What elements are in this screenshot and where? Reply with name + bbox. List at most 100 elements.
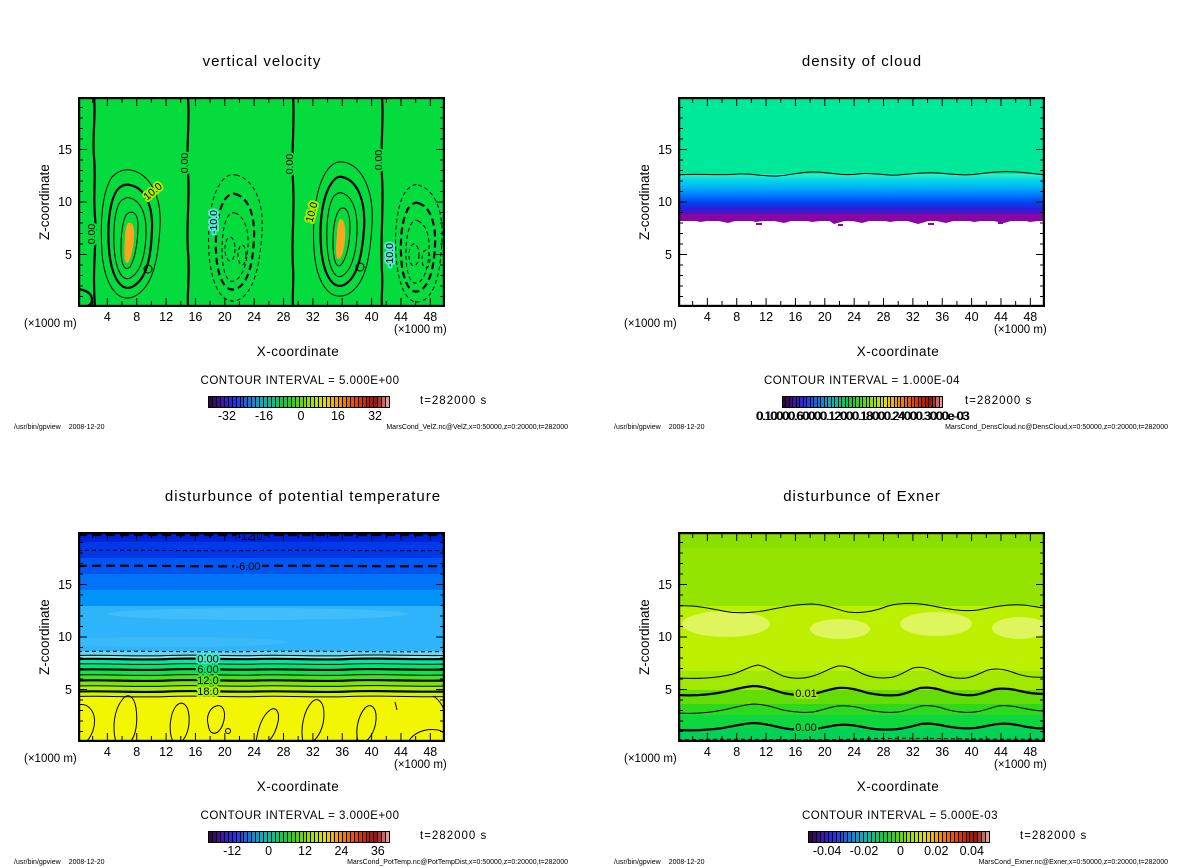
colorbar-cell [954,832,959,842]
contour-label: 0.00 [284,154,296,175]
x-tick-label: 36 [335,745,350,759]
x-axis-ticks: 4 8 12 16 20 24 28 32 36 40 44 48 [678,745,1045,759]
colorbar-tick-label: -12 [223,844,242,858]
plot-area: 0.01 0.00 [678,532,1045,742]
x-axis-unit: (×1000 m) [994,324,1047,336]
contour-label: -12.0 [237,532,262,543]
colorbar-cell [903,832,908,842]
x-tick-label: 4 [703,745,711,759]
x-tick-label: 48 [423,310,438,324]
colorbar-cell [938,832,943,842]
colorbar-cell [915,832,920,842]
time-label: t=282000 s [420,830,488,842]
colorbar-cell [812,832,817,842]
axis-frame [678,532,1045,742]
colorbar-cell [859,397,864,407]
colorbar-cell [942,832,947,842]
colorbar-cell [810,397,815,407]
y-tick-label: 10 [658,195,672,209]
colorbar-cell [986,832,990,842]
source-annotation: MarsCond_DensCloud.nc@DensCloud,x=0:5000… [945,424,1168,431]
colorbar-cell [295,832,300,842]
x-axis-unit: (×1000 m) [394,324,447,336]
colorbar-cell [978,832,983,842]
colorbar-cell [354,397,359,407]
x-tick-label: 40 [364,310,379,324]
colorbar-cell [260,832,265,842]
contour-label: -6.00 [235,561,260,573]
colorbar-cell [946,832,951,842]
colorbar-cell [950,832,955,842]
colorbar-cell [873,397,878,407]
source-annotation: MarsCond_PotTemp.nc@PotTempDist,x=0:5000… [347,859,568,866]
x-tick-label: 20 [817,745,832,759]
colorbar-cell [793,397,797,407]
colorbar-cell [346,832,351,842]
colorbar-ticks: -0.04 -0.02 0 0.02 0.04 [808,844,990,859]
colorbar-cell [922,397,926,407]
colorbar-cell [852,832,857,842]
colorbar-cell [350,397,355,407]
colorbar-cell [272,832,276,842]
colorbar-cell [220,397,225,407]
axis-frame [78,97,445,307]
colorbar-cell [224,397,229,407]
colorbar-cell [800,397,804,407]
x-tick-label: 8 [133,310,141,324]
x-axis-label: X-coordinate [856,779,940,794]
x-tick-label: 20 [217,310,232,324]
x-tick-label: 28 [276,745,291,759]
colorbar-cell [327,397,332,407]
colorbar-cell [370,832,375,842]
x-tick-label: 4 [103,745,111,759]
colorbar-cell [315,397,320,407]
colorbar-cell [919,832,924,842]
contour-label: 6.00 [197,664,218,676]
colorbar-cell [232,832,237,842]
x-tick-label: 32 [305,310,320,324]
y-tick-label: 5 [65,247,72,262]
y-axis-unit: (×1000 m) [24,753,77,765]
colorbar-cell [311,832,316,842]
colorbar-cell [931,832,935,842]
colorbar-cell [252,832,257,842]
colorbar-cell [820,832,825,842]
colorbar-ticks: -12 0 12 24 36 [208,844,390,859]
colorbar-cell [311,397,316,407]
colorbar-cell [350,832,355,842]
colorbar-cell [248,832,253,842]
chart-title: vertical velocity [202,53,322,70]
colorbar-cell [866,397,871,407]
colorbar-cell [323,832,328,842]
colorbar-ticks: -32 -16 0 16 32 [208,409,390,424]
colorbar-tick-label: 16 [330,409,345,423]
colorbar-cell [817,397,822,407]
colorbar-cell [840,832,845,842]
colorbar [208,831,390,843]
time-label: t=282000 s [1020,830,1088,842]
colorbar-cell [856,397,860,407]
colorbar-cell [860,832,865,842]
x-tick-label: 40 [964,310,979,324]
colorbar-cell [966,832,971,842]
colorbar-tick-label: -0.04 [812,844,842,858]
colorbar-cell [236,397,241,407]
source-annotation: MarsCond_VelZ.nc@VelZ,x=0:50000,z=0:2000… [386,424,568,431]
colorbar-tick-label: 36 [370,844,385,858]
contour-interval-label: CONTOUR INTERVAL = 1.000E-04 [763,375,961,387]
colorbar-cell [974,832,979,842]
colorbar-cell [220,832,225,842]
colorbar-cell [828,832,833,842]
y-tick-label: 10 [58,195,72,209]
x-tick-label: 48 [1023,745,1038,759]
colorbar-cell [216,397,221,407]
colorbar-cell [224,832,229,842]
x-tick-label: 12 [759,310,774,324]
contour-interval-label: CONTOUR INTERVAL = 3.000E+00 [200,810,400,822]
colorbar-cell [275,832,280,842]
colorbar-cell [303,832,308,842]
colorbar-cell [216,832,221,842]
colorbar-cell [209,397,213,407]
y-axis-ticks: 5 10 15 [600,532,674,742]
